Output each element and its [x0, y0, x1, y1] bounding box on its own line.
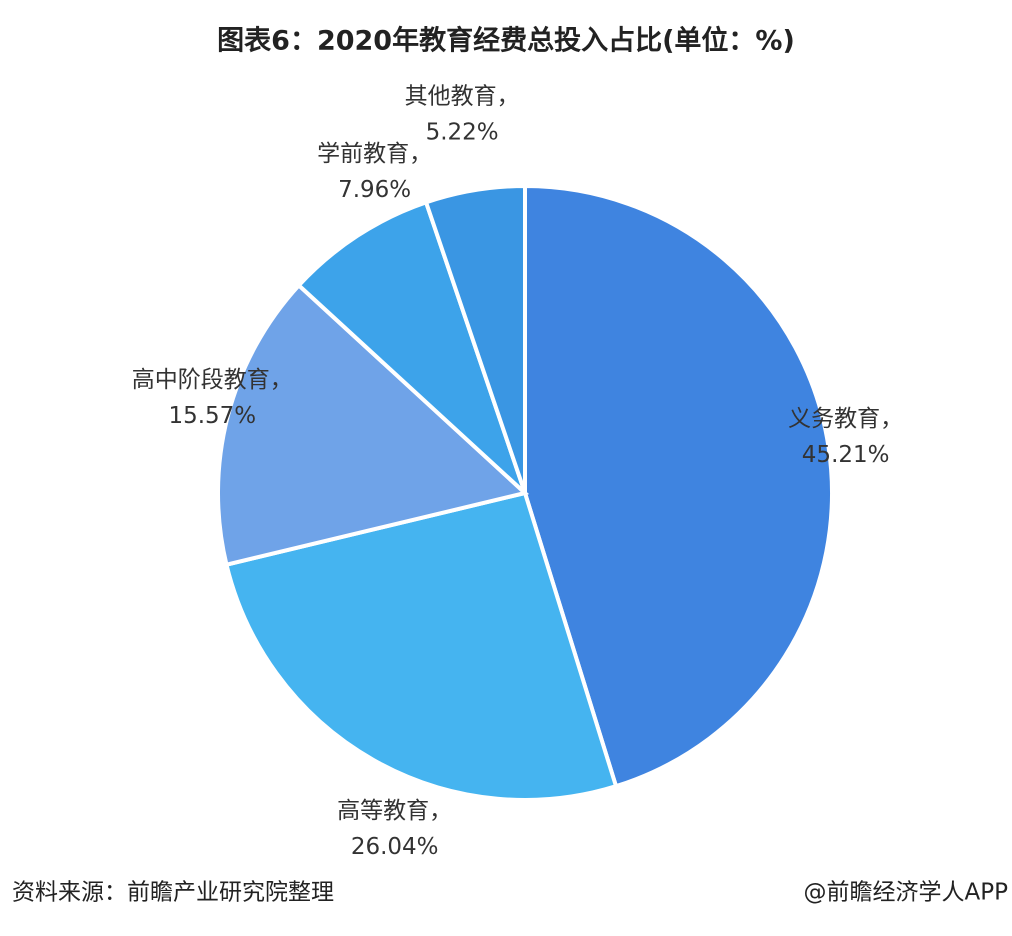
pie-slice	[423, 183, 527, 494]
slice-value-label: 45.21%	[802, 442, 890, 468]
slice-value-label: 7.96%	[338, 177, 411, 203]
pie-slice	[296, 199, 527, 495]
chart-title: 图表6：2020年教育经费总投入占比(单位：%)	[217, 25, 795, 57]
pie-slice	[523, 183, 834, 789]
slice-category-label: 其他教育，	[405, 84, 520, 110]
credit-note: @前瞻经济学人APP	[804, 880, 1009, 906]
slice-category-label: 高中阶段教育，	[132, 367, 293, 393]
slice-value-label: 26.04%	[351, 834, 439, 860]
source-note: 资料来源：前瞻产业研究院整理	[12, 880, 334, 906]
pie-slice	[216, 282, 530, 568]
pie-slice	[224, 490, 619, 802]
slice-category-label: 学前教育，	[317, 141, 432, 167]
slice-value-label: 5.22%	[426, 120, 499, 146]
slice-category-label: 义务教育，	[788, 406, 903, 432]
slice-category-label: 高等教育，	[337, 798, 452, 824]
slice-value-label: 15.57%	[168, 403, 256, 429]
